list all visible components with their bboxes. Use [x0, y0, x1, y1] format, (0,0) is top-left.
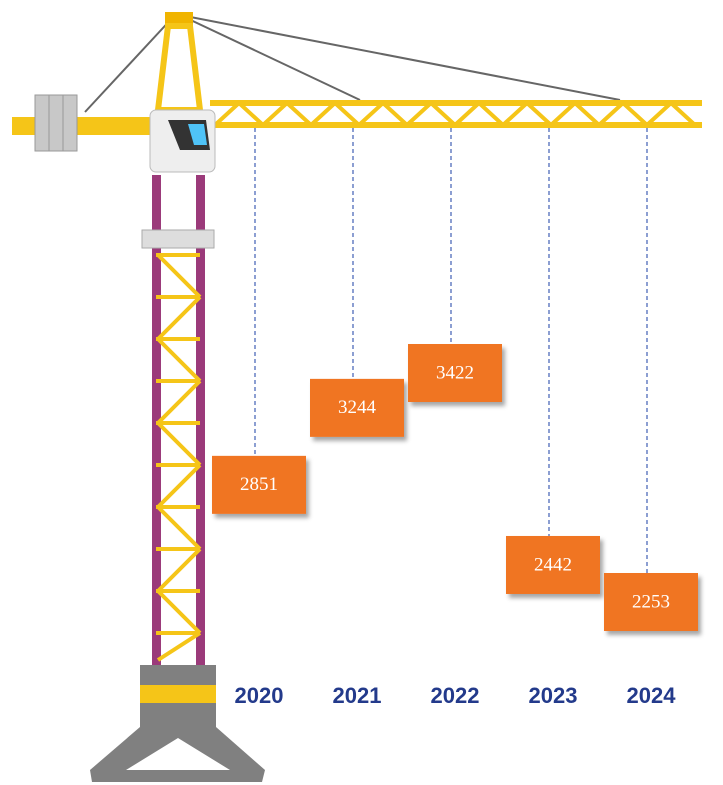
platform [142, 230, 214, 248]
cable [180, 15, 620, 100]
base-band [140, 685, 216, 703]
value-label: 3422 [436, 362, 474, 383]
page: 2020 2851 2021 3244 2022 3422 2023 2442 2024 2253… [0, 0, 723, 785]
tower-brace [158, 465, 200, 507]
jib-lattice [215, 103, 695, 125]
x-tick-label: 2020 [235, 683, 284, 708]
tower-brace [158, 549, 200, 591]
x-tick-label: 2024 [627, 683, 677, 708]
tower-brace [158, 423, 200, 465]
value-label: 2851 [240, 474, 278, 495]
tower-brace [158, 381, 200, 423]
counterweight [35, 95, 77, 151]
cable [180, 15, 360, 100]
x-tick-label: 2021 [333, 683, 382, 708]
chart: 2020 2851 2021 3244 2022 3422 2023 2442 2024 2253 [0, 0, 723, 785]
value-label: 2442 [534, 554, 572, 575]
tower-brace [158, 633, 200, 660]
value-label: 3244 [338, 397, 377, 418]
x-tick-label: 2023 [529, 683, 578, 708]
value-label: 2253 [632, 591, 670, 612]
tower-brace [158, 507, 200, 549]
jib [210, 100, 702, 128]
tower-brace [158, 297, 200, 339]
base-block [140, 665, 216, 687]
base-block [140, 703, 216, 727]
mast-top [158, 26, 200, 110]
x-tick-label: 2022 [431, 683, 480, 708]
tower-brace [158, 591, 200, 633]
plot: 2020 2851 2021 3244 2022 3422 2023 2442 2024 2253 [212, 128, 698, 708]
tower-brace [158, 255, 200, 297]
tower-brace [158, 339, 200, 381]
